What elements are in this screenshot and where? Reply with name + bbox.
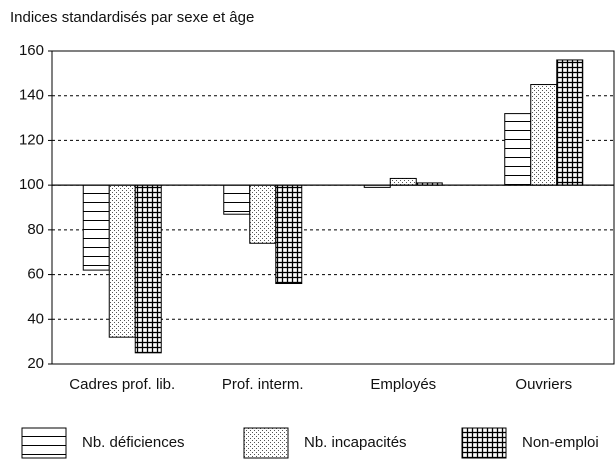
y-tick-label: 120 (19, 131, 44, 148)
y-tick-label: 20 (27, 355, 44, 372)
bar (223, 184, 251, 215)
bar (275, 184, 303, 285)
chart-title: Indices standardisés par sexe et âge (10, 9, 254, 26)
x-tick-label: Ouvriers (515, 376, 572, 393)
y-tick-label: 60 (27, 266, 44, 283)
bar (249, 184, 277, 244)
y-tick-label: 40 (27, 310, 44, 327)
x-tick-label: Employés (370, 376, 436, 393)
plot-frame (51, 50, 615, 365)
legend-label: Non-emploi (522, 434, 599, 451)
legend-swatch (461, 427, 507, 459)
x-tick-label: Prof. interm. (222, 376, 304, 393)
bar (134, 184, 162, 354)
legend-swatch (21, 427, 67, 459)
y-tick-label: 80 (27, 221, 44, 238)
bar (530, 84, 558, 186)
bar (108, 184, 136, 338)
legend-label: Nb. déficiences (82, 434, 185, 451)
legend-swatch (243, 427, 289, 459)
bar (82, 184, 110, 271)
bar (389, 177, 417, 186)
bar (556, 59, 584, 186)
y-tick-label: 140 (19, 87, 44, 104)
y-tick-label: 100 (19, 176, 44, 193)
bar (504, 113, 532, 186)
y-tick-label: 160 (19, 42, 44, 59)
legend-label: Nb. incapacités (304, 434, 407, 451)
x-tick-label: Cadres prof. lib. (69, 376, 175, 393)
